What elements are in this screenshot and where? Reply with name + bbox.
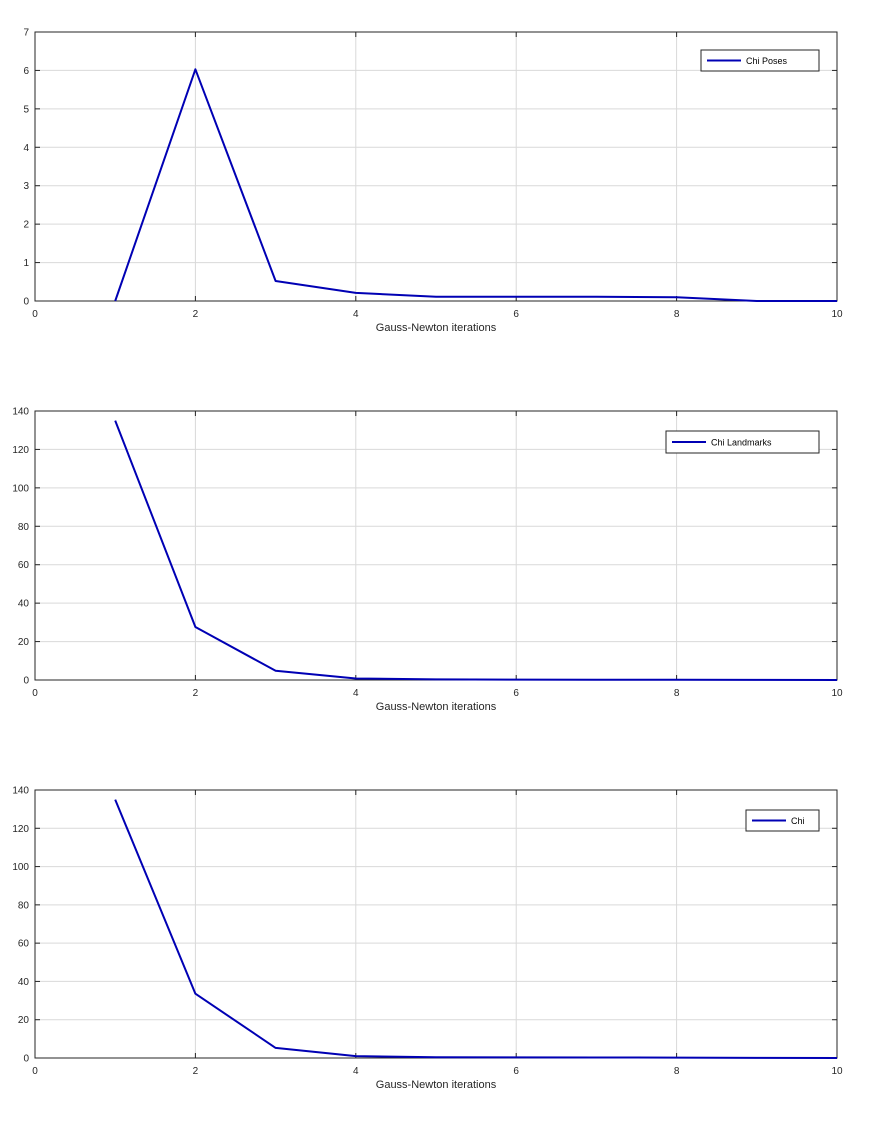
- plot-area: [35, 411, 837, 680]
- y-tick-label: 0: [23, 1054, 29, 1065]
- legend-label: Chi: [791, 816, 805, 826]
- y-tick-label: 120: [12, 445, 29, 456]
- y-tick-label: 2: [23, 220, 29, 231]
- y-tick-label: 100: [12, 862, 29, 873]
- x-tick-label: 4: [353, 688, 359, 699]
- x-tick-label: 2: [193, 688, 199, 699]
- y-tick-label: 20: [18, 637, 30, 648]
- series-line: [114, 799, 838, 1059]
- x-tick-label: 2: [193, 1066, 199, 1077]
- x-tick-label: 10: [831, 688, 843, 699]
- y-tick-label: 4: [23, 143, 29, 154]
- y-tick-label: 40: [18, 599, 30, 610]
- plot-area: [35, 32, 837, 301]
- y-tick-label: 40: [18, 977, 30, 988]
- x-axis-label: Gauss-Newton iterations: [376, 1079, 497, 1091]
- axes-box: [34, 31, 838, 302]
- x-tick-label: 0: [32, 1066, 38, 1077]
- y-tick-label: 0: [23, 676, 29, 687]
- x-tick-label: 4: [353, 1066, 359, 1077]
- x-tick-label: 4: [353, 309, 359, 320]
- x-tick-label: 8: [674, 1066, 680, 1077]
- series-line: [114, 68, 837, 302]
- series-line: [114, 420, 838, 681]
- y-tick-label: 140: [12, 786, 29, 797]
- y-tick-label: 3: [23, 181, 29, 192]
- y-tick-label: 60: [18, 939, 30, 950]
- x-tick-label: 6: [513, 309, 519, 320]
- x-tick-label: 8: [674, 688, 680, 699]
- y-tick-label: 140: [12, 407, 29, 418]
- chart-chi-poses: 0 2 4 6 8 10 0 1 2 3 4 5 6 7 Gauss-Newton iterations Ch…: [23, 28, 843, 335]
- y-tick-label: 20: [18, 1015, 30, 1026]
- x-tick-label: 0: [32, 688, 38, 699]
- y-tick-label: 6: [23, 66, 29, 77]
- y-tick-label: 0: [23, 297, 29, 308]
- x-tick-label: 6: [513, 688, 519, 699]
- y-tick-label: 100: [12, 483, 29, 494]
- y-tick-label: 120: [12, 824, 29, 835]
- x-tick-label: 6: [513, 1066, 519, 1077]
- y-tick-label: 1: [23, 258, 29, 269]
- legend-label: Chi Poses: [746, 56, 788, 66]
- x-tick-label: 2: [193, 309, 199, 320]
- legend-label: Chi Landmarks: [711, 438, 772, 448]
- y-tick-label: 80: [18, 522, 30, 533]
- plot-area: [35, 790, 837, 1058]
- x-axis-label: Gauss-Newton iterations: [376, 701, 497, 713]
- x-axis-label: Gauss-Newton iterations: [376, 322, 497, 334]
- x-tick-label: 10: [831, 309, 843, 320]
- y-tick-label: 80: [18, 900, 30, 911]
- y-tick-label: 60: [18, 560, 30, 571]
- legend-box: [665, 430, 820, 454]
- y-tick-label: 5: [23, 104, 29, 115]
- y-tick-label: 7: [23, 28, 29, 39]
- x-tick-label: 10: [831, 1066, 843, 1077]
- x-tick-label: 8: [674, 309, 680, 320]
- x-tick-label: 0: [32, 309, 38, 320]
- legend-box: [700, 49, 820, 72]
